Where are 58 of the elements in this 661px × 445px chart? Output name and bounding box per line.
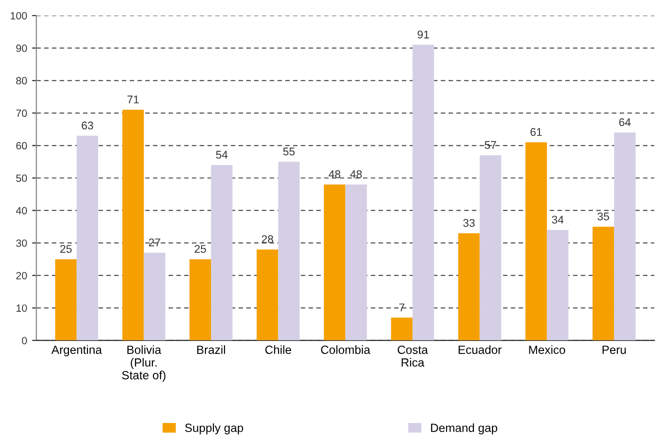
data-label: 27 [148, 238, 160, 246]
y-tick-label: 20 [16, 272, 27, 280]
x-tick-label: Costa Rica [398, 346, 428, 367]
x-tick-label: Colombia [321, 345, 370, 354]
bar [458, 233, 480, 340]
y-tick-label: 80 [16, 77, 27, 84]
data-label: 28 [262, 235, 274, 244]
bar [76, 136, 98, 340]
data-label: 63 [82, 122, 94, 130]
y-tick-label: 90 [16, 44, 27, 52]
y-tick-label: 70 [16, 110, 27, 117]
y-tick-label: 40 [16, 206, 27, 214]
y-tick-label: 30 [16, 239, 27, 247]
bar [256, 249, 278, 340]
x-tick-label: Argentina [51, 345, 102, 356]
data-label: 64 [619, 118, 631, 126]
bar [525, 142, 547, 340]
legend-label: Supply gap [185, 423, 244, 434]
x-tick-label: Chile [265, 345, 292, 354]
bar [614, 132, 636, 340]
data-label: 55 [283, 148, 295, 156]
bar [324, 184, 346, 340]
y-tick-label: 0 [22, 336, 27, 344]
y-tick-label: 100 [10, 12, 27, 20]
data-label: 25 [60, 244, 72, 253]
data-label: 54 [216, 150, 228, 159]
data-label: 71 [127, 96, 139, 104]
bar [55, 259, 77, 340]
y-tick-label: 10 [16, 304, 27, 312]
y-tick-label: 50 [16, 174, 27, 182]
x-tick-label: Bolivia (Plur. State of) [122, 345, 166, 382]
data-label: 35 [598, 212, 610, 220]
data-label: 7 [399, 304, 404, 312]
data-label: 33 [463, 218, 475, 227]
bar [412, 44, 434, 340]
legend-label: Demand gap [431, 423, 498, 434]
data-label: 57 [484, 141, 496, 149]
bar [592, 226, 614, 340]
bar [546, 230, 568, 340]
data-label: 61 [530, 128, 542, 136]
x-tick-label: Brazil [197, 345, 225, 354]
bar [391, 318, 413, 340]
data-label: 48 [350, 170, 362, 178]
bar [190, 259, 212, 340]
bar [144, 252, 166, 340]
data-label: 25 [194, 244, 206, 253]
data-label: 48 [328, 170, 340, 178]
y-tick-label: 60 [16, 142, 27, 150]
x-tick-label: Peru [602, 346, 626, 354]
bar [345, 184, 367, 340]
bar [122, 110, 144, 340]
x-tick-label: Ecuador [458, 345, 502, 354]
data-label: 91 [418, 30, 429, 38]
data-label: 34 [552, 216, 564, 224]
x-tick-label: Mexico [529, 345, 566, 354]
bar [211, 165, 233, 340]
bar [480, 155, 502, 340]
bar [278, 162, 300, 340]
